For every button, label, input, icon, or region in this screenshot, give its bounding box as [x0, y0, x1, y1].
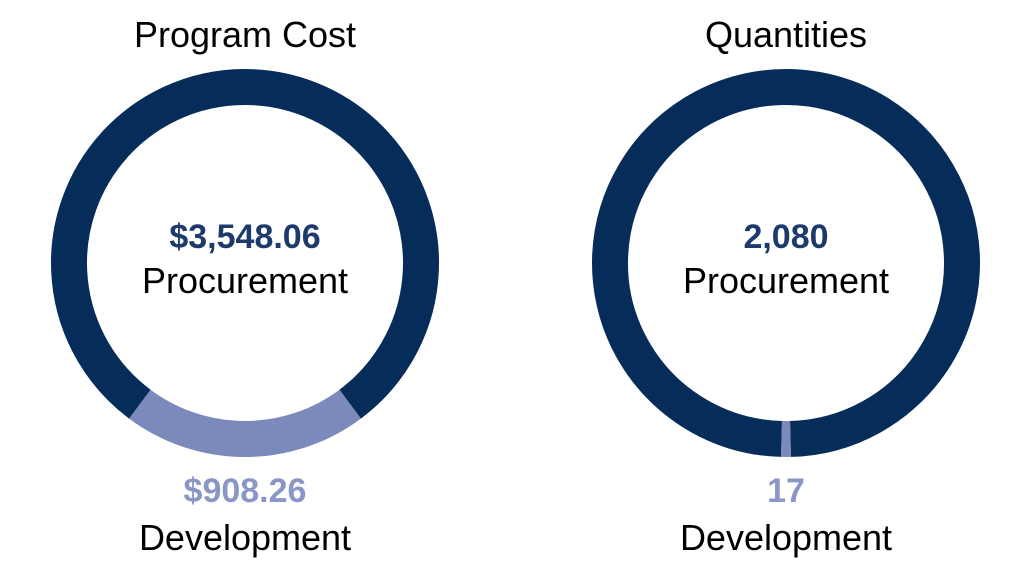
quantities-procurement-label: Procurement: [682, 260, 890, 301]
quantities-development-value: 17: [767, 472, 805, 510]
program-cost-procurement-value: $3,548.06: [169, 218, 321, 256]
program-cost-development-value: $908.26: [183, 472, 307, 510]
quantities-procurement-slice: [592, 69, 980, 457]
quantities-title: Quantities: [704, 14, 868, 55]
quantities-development-label: Development: [679, 517, 893, 558]
quantities-procurement-value: 2,080: [743, 218, 829, 256]
program-cost-title: Program Cost: [133, 14, 357, 55]
program-cost-procurement-label: Procurement: [141, 260, 349, 301]
program-cost-development-label: Development: [138, 517, 352, 558]
program-cost-development-slice: [129, 389, 361, 457]
program-cost-procurement-slice: [51, 69, 439, 419]
